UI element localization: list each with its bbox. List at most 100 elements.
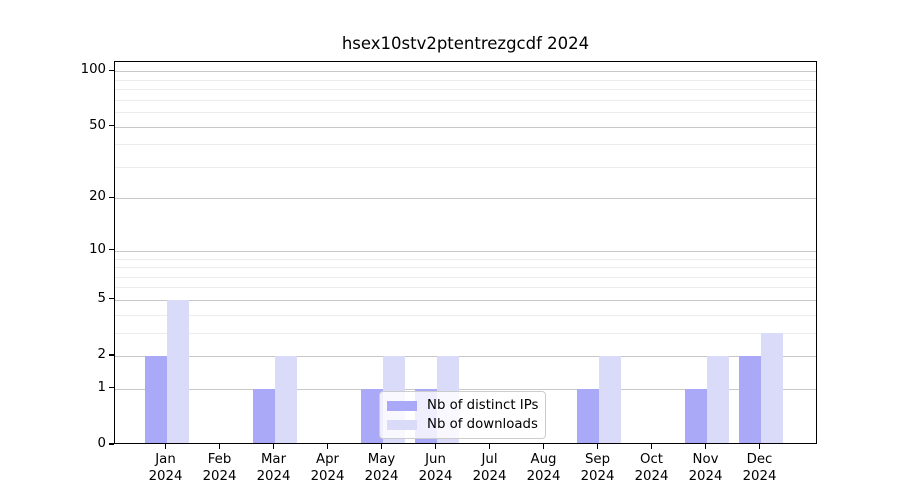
- legend: Nb of distinct IPs Nb of downloads: [379, 391, 546, 439]
- minor-gridline: [115, 276, 816, 278]
- bar-downloads: [274, 356, 297, 443]
- major-gridline: [115, 198, 816, 200]
- bar-distinct-ips: [144, 356, 167, 443]
- x-tick-label: Apr 2024: [298, 452, 358, 485]
- bar-downloads: [166, 299, 189, 443]
- bar-distinct-ips: [252, 388, 275, 443]
- x-tick-mark: [380, 444, 383, 449]
- y-tick-label: 5: [97, 290, 106, 306]
- x-tick-label: Aug 2024: [514, 452, 574, 485]
- x-tick-label: Nov 2024: [676, 452, 736, 485]
- x-tick-year: 2024: [256, 468, 291, 484]
- x-tick-mark: [272, 444, 275, 449]
- x-tick-mark: [758, 444, 761, 449]
- y-tick-label: 100: [80, 62, 106, 78]
- x-tick-label: Jun 2024: [406, 452, 466, 485]
- major-gridline: [115, 250, 816, 252]
- chart-title: hsex10stv2ptentrezgcdf 2024: [341, 34, 590, 53]
- legend-item-downloads: Nb of downloads: [387, 417, 545, 432]
- x-tick-year: 2024: [202, 468, 237, 484]
- y-tick-mark: [109, 354, 114, 356]
- minor-gridline: [115, 89, 816, 90]
- x-tick-year: 2024: [742, 468, 777, 484]
- y-tick-label: 0: [97, 436, 106, 451]
- x-tick-year: 2024: [364, 468, 399, 484]
- y-tick-mark: [109, 249, 114, 251]
- x-tick-year: 2024: [580, 468, 615, 484]
- x-tick-mark: [326, 444, 329, 449]
- major-gridline: [115, 126, 816, 128]
- minor-gridline: [115, 111, 816, 113]
- x-tick-label: Jul 2024: [460, 452, 520, 485]
- minor-gridline: [115, 79, 816, 81]
- x-tick-month: Apr: [315, 452, 339, 467]
- legend-label-downloads: Nb of downloads: [427, 417, 538, 432]
- x-tick-month: Dec: [746, 452, 773, 467]
- y-tick-label: 20: [89, 189, 106, 205]
- y-tick-mark: [109, 387, 114, 389]
- x-tick-label: Jan 2024: [136, 452, 196, 485]
- bar-downloads: [598, 356, 621, 443]
- bar-distinct-ips: [684, 388, 707, 443]
- x-tick-mark: [488, 444, 491, 449]
- x-tick-year: 2024: [634, 468, 669, 484]
- minor-gridline: [115, 287, 816, 289]
- bar-downloads: [706, 356, 729, 443]
- legend-item-distinct-ips: Nb of distinct IPs: [387, 398, 545, 413]
- x-tick-label: Oct 2024: [622, 452, 682, 485]
- x-tick-month: Oct: [640, 452, 663, 467]
- x-tick-label: Mar 2024: [244, 452, 304, 485]
- x-tick-year: 2024: [688, 468, 723, 484]
- x-tick-month: Jul: [481, 452, 498, 467]
- minor-gridline: [115, 258, 816, 260]
- bar-downloads: [760, 332, 783, 443]
- x-tick-year: 2024: [472, 468, 507, 484]
- y-tick-mark: [109, 196, 114, 198]
- x-tick-label: Dec 2024: [730, 452, 790, 485]
- minor-gridline: [115, 332, 816, 334]
- x-tick-month: Mar: [260, 452, 287, 467]
- x-tick-month: Sep: [584, 452, 611, 467]
- x-tick-label: May 2024: [352, 452, 412, 485]
- bar-distinct-ips: [576, 388, 599, 443]
- y-tick-mark: [109, 443, 114, 445]
- minor-gridline: [115, 166, 816, 168]
- y-tick-mark: [109, 298, 114, 300]
- legend-swatch-distinct-ips-icon: [387, 400, 417, 411]
- x-tick-mark: [596, 444, 599, 449]
- y-tick-label: 10: [89, 241, 106, 257]
- x-tick-mark: [542, 444, 545, 449]
- x-tick-year: 2024: [310, 468, 345, 484]
- x-tick-month: Jun: [425, 452, 446, 467]
- x-tick-mark: [218, 444, 221, 449]
- x-tick-year: 2024: [418, 468, 453, 484]
- x-tick-mark: [434, 444, 437, 449]
- x-tick-label: Sep 2024: [568, 452, 628, 485]
- major-gridline: [115, 71, 816, 73]
- x-tick-month: Jan: [155, 452, 176, 467]
- x-tick-label: Feb 2024: [190, 452, 250, 485]
- x-tick-month: Feb: [207, 452, 232, 467]
- plot-area: [114, 61, 817, 444]
- y-tick-label: 1: [97, 379, 106, 395]
- minor-gridline: [115, 99, 816, 101]
- major-gridline: [115, 388, 816, 390]
- y-tick-mark: [109, 69, 114, 71]
- x-tick-mark: [704, 444, 707, 449]
- x-tick-month: Nov: [692, 452, 719, 467]
- minor-gridline: [115, 267, 816, 268]
- y-tick-label: 50: [89, 117, 106, 133]
- x-tick-mark: [650, 444, 653, 449]
- minor-gridline: [115, 144, 816, 146]
- x-tick-mark: [164, 444, 167, 449]
- major-gridline: [115, 356, 816, 357]
- minor-gridline: [115, 314, 816, 316]
- legend-swatch-downloads-icon: [387, 419, 417, 430]
- y-tick-label: 2: [97, 347, 106, 362]
- x-tick-month: Aug: [530, 452, 557, 467]
- y-tick-mark: [109, 124, 114, 127]
- x-tick-year: 2024: [148, 468, 183, 484]
- legend-label-distinct-ips: Nb of distinct IPs: [427, 398, 539, 413]
- x-tick-month: May: [367, 452, 396, 467]
